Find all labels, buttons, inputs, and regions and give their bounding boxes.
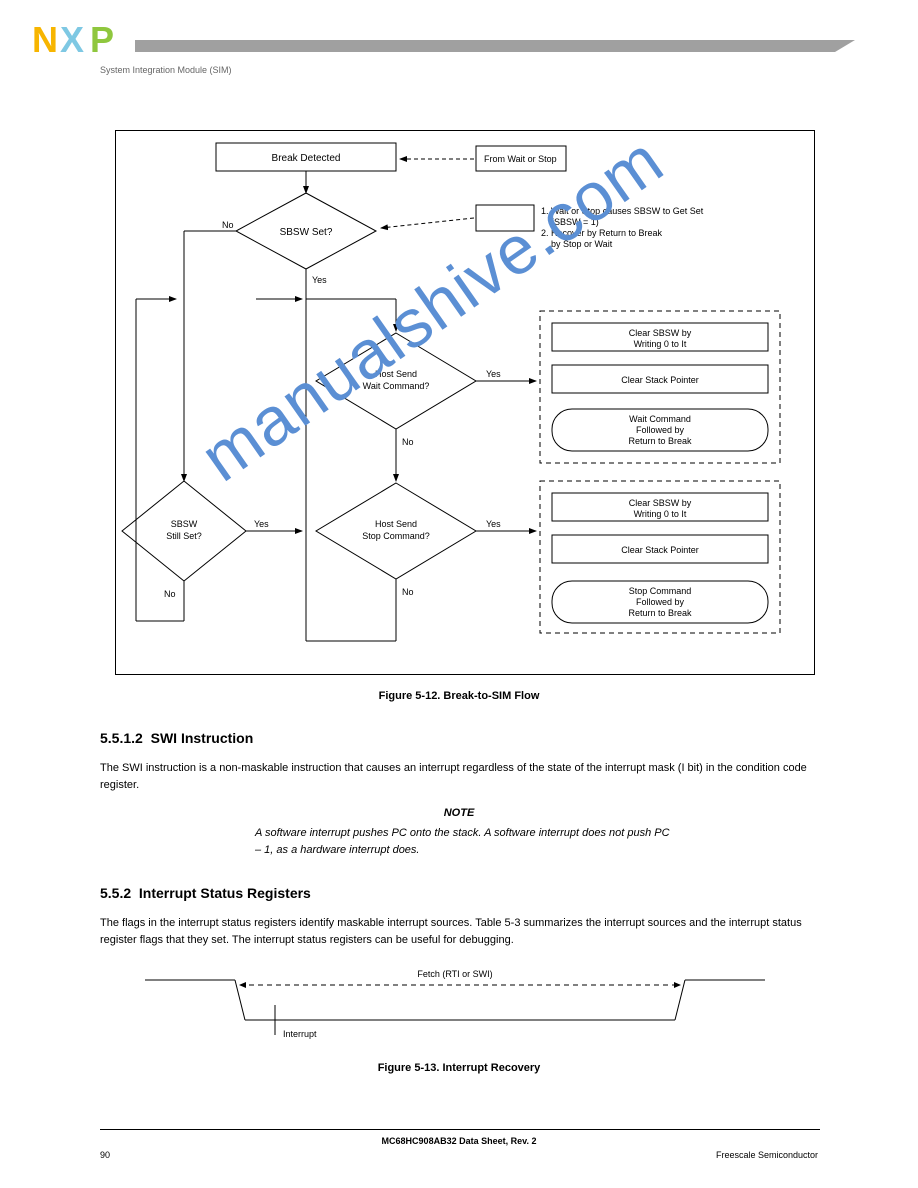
- t2-l3: Return to Break: [628, 608, 692, 618]
- r3-l2: Writing 0 to It: [634, 509, 687, 519]
- note-text: A software interrupt pushes PC onto the …: [255, 825, 675, 858]
- t1-l3: Return to Break: [628, 436, 692, 446]
- label-no-2: No: [402, 437, 414, 447]
- r4-l1: Clear Stack Pointer: [621, 545, 699, 555]
- timing-svg: Fetch (RTI or SWI) Interrupt: [115, 965, 815, 1055]
- label-yes-4: Yes: [254, 519, 269, 529]
- subsection-header: 5.5.1.2 SWI Instruction: [100, 730, 253, 746]
- timing-top-label: Fetch (RTI or SWI): [417, 969, 492, 979]
- svg-text:X: X: [60, 22, 84, 60]
- figure-12-caption: Figure 5-12. Break-to-SIM Flow: [0, 690, 918, 702]
- header-bar-svg: [135, 40, 855, 54]
- note2-l4: by Stop or Wait: [551, 239, 613, 249]
- svg-text:N: N: [32, 22, 58, 60]
- subsection-title: SWI Instruction: [151, 730, 254, 746]
- footer-center: MC68HC908AB32 Data Sheet, Rev. 2: [0, 1136, 918, 1146]
- note2-l2: (SBSW = 1): [551, 217, 599, 227]
- label-yes-3: Yes: [486, 519, 501, 529]
- subsection-num2: 5.5.2: [100, 885, 131, 901]
- flowchart-svg: Break Detected From Wait or Stop SBSW Se…: [116, 131, 816, 676]
- node-sbsw-still2: Still Set?: [166, 531, 202, 541]
- flowchart-container: Break Detected From Wait or Stop SBSW Se…: [115, 130, 815, 675]
- subsection-num: 5.5.1.2: [100, 730, 143, 746]
- subsection-title2: Interrupt Status Registers: [139, 885, 311, 901]
- footer-rule: [100, 1129, 820, 1130]
- footer-company: Freescale Semiconductor: [716, 1150, 818, 1160]
- body-paragraph2: The flags in the interrupt status regist…: [100, 915, 820, 948]
- footer-page-number: 90: [100, 1150, 110, 1160]
- t2-l1: Stop Command: [629, 586, 692, 596]
- t2-l2: Followed by: [636, 597, 685, 607]
- note-from-wait: From Wait or Stop: [484, 154, 557, 164]
- body-paragraph: The SWI instruction is a non-maskable in…: [100, 760, 820, 793]
- figure-13-caption: Figure 5-13. Interrupt Recovery: [0, 1062, 918, 1074]
- svg-text:P: P: [90, 22, 114, 60]
- t1-l2: Followed by: [636, 425, 685, 435]
- page: N X P System Integration Module (SIM) Br…: [0, 0, 918, 1188]
- t1-l1: Wait Command: [629, 414, 691, 424]
- node-host-stop: Host Send: [375, 519, 417, 529]
- label-no-4: No: [164, 589, 176, 599]
- label-yes-2: Yes: [486, 369, 501, 379]
- header-bar: [135, 40, 855, 54]
- r2-l1: Clear Stack Pointer: [621, 375, 699, 385]
- timing-mid-label: Interrupt: [283, 1029, 317, 1039]
- node-host-wait2: Wait Command?: [363, 381, 430, 391]
- r3-l1: Clear SBSW by: [629, 498, 692, 508]
- label-no-3: No: [402, 587, 414, 597]
- node-break-detected: Break Detected: [272, 153, 341, 164]
- logo-svg: N X P: [32, 22, 127, 60]
- r1-l2: Writing 0 to It: [634, 339, 687, 349]
- section-header: System Integration Module (SIM): [100, 65, 232, 75]
- subsection-header2: 5.5.2 Interrupt Status Registers: [100, 885, 311, 901]
- note2-l1: 1. Wait or Stop causes SBSW to Get Set: [541, 206, 704, 216]
- note2-l3: 2. Recover by Return to Break: [541, 228, 663, 238]
- node-sbsw-still: SBSW: [171, 519, 198, 529]
- timing-diagram: Fetch (RTI or SWI) Interrupt: [115, 965, 815, 1055]
- node-host-wait: Host Send: [375, 369, 417, 379]
- r1-l1: Clear SBSW by: [629, 328, 692, 338]
- label-no-1: No: [222, 220, 234, 230]
- label-yes-1: Yes: [312, 275, 327, 285]
- node-sbsw-set: SBSW Set?: [280, 227, 333, 238]
- nxp-logo: N X P: [32, 22, 127, 65]
- note-label: NOTE: [0, 805, 918, 822]
- node-host-stop2: Stop Command?: [362, 531, 430, 541]
